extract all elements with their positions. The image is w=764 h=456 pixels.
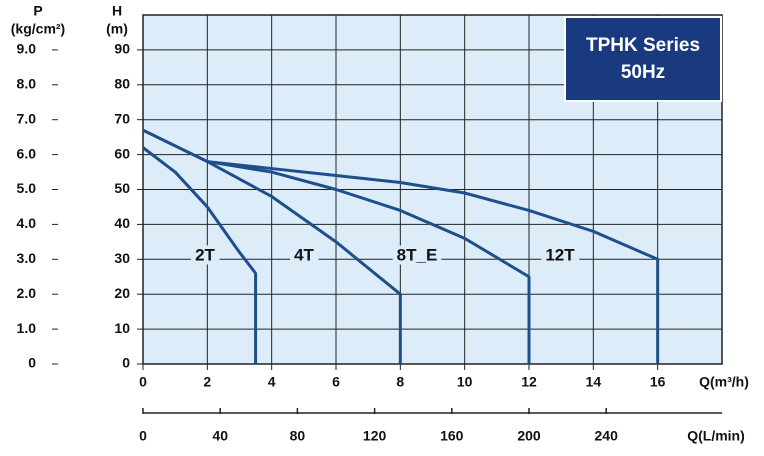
x-tick-label: 0 [139, 374, 147, 390]
chart-title: TPHK Series [586, 35, 700, 56]
curve-label-bg [191, 245, 220, 265]
y-tick-label: 80 [114, 76, 130, 92]
x2-tick-label: 80 [290, 428, 306, 444]
y-tick-label: 60 [114, 145, 130, 161]
y2-tick-label: 6.0 [17, 145, 37, 161]
curve-label-bg [392, 245, 442, 265]
y2-tick-label: 7.0 [17, 110, 37, 126]
y2-tick-label: 5.0 [17, 180, 37, 196]
x2-label: Q(L/min) [687, 428, 745, 444]
y-tick-label: 10 [114, 320, 130, 336]
y-tick-label: 0 [122, 355, 130, 371]
y2-label: P [33, 3, 42, 19]
y2-tick-label: 0 [28, 355, 36, 371]
x2-tick-label: 120 [363, 428, 387, 444]
plot-border [142, 14, 723, 365]
y2-tick-label: 9.0 [17, 41, 37, 57]
chart-subtitle: 50Hz [621, 62, 665, 83]
x-tick-label: 16 [650, 374, 666, 390]
y2-tick-label: 2.0 [17, 285, 37, 301]
x-tick-label: 4 [268, 374, 276, 390]
x2-tick-label: 160 [440, 428, 464, 444]
y-tick-label: 50 [114, 180, 130, 196]
y-tick-label: 20 [114, 285, 130, 301]
x-tick-label: 6 [332, 374, 340, 390]
x-tick-label: 14 [586, 374, 602, 390]
x2-tick-label: 240 [595, 428, 619, 444]
x2-tick-label: 200 [517, 428, 541, 444]
y2-tick-label: 4.0 [17, 215, 37, 231]
y2-tick-label: 1.0 [17, 320, 37, 336]
y-unit: (m) [106, 21, 128, 37]
curve-label: 8T_E [397, 245, 438, 264]
y-label: H [112, 3, 122, 19]
title-box [564, 16, 722, 102]
y2-tick-label: 3.0 [17, 250, 37, 266]
x-tick-label: 2 [203, 374, 211, 390]
y2-tick-label: 8.0 [17, 76, 37, 92]
curve-label: 4T [294, 245, 314, 264]
x-tick-label: 8 [396, 374, 404, 390]
x2-tick-label: 40 [212, 428, 228, 444]
curve-label: 2T [195, 245, 215, 264]
y-tick-label: 90 [114, 41, 130, 57]
y-tick-label: 70 [114, 110, 130, 126]
y-tick-label: 30 [114, 250, 130, 266]
y-tick-label: 40 [114, 215, 130, 231]
curve-label: 12T [545, 245, 575, 264]
curve [207, 160, 660, 364]
x2-tick-label: 0 [139, 428, 147, 444]
y2-unit: (kg/cm²) [11, 21, 65, 37]
x-label: Q(m³/h) [699, 374, 749, 390]
curve-label-bg [290, 245, 319, 265]
x-tick-label: 10 [457, 374, 473, 390]
curve-label-bg [541, 245, 580, 265]
curve [142, 146, 258, 364]
x-tick-label: 12 [521, 374, 537, 390]
